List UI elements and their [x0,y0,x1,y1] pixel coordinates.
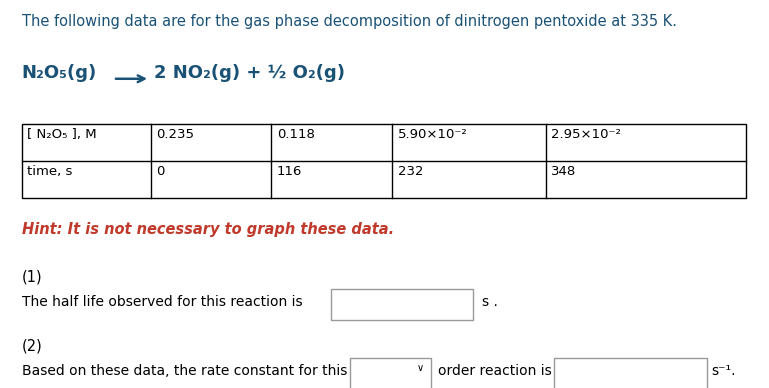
Bar [554,358,707,388]
Bar [331,289,473,320]
Text: s⁻¹.: s⁻¹. [711,364,736,378]
Text: order reaction is: order reaction is [438,364,552,378]
Text: N₂O₅(g): N₂O₅(g) [22,64,97,82]
Text: 2.95×10⁻²: 2.95×10⁻² [551,128,621,141]
Text: Based on these data, the rate constant for this: Based on these data, the rate constant f… [22,364,347,378]
Text: 116: 116 [277,165,302,178]
Text: s .: s . [482,295,498,309]
Text: 348: 348 [551,165,577,178]
Text: ∨: ∨ [417,363,424,373]
Text: 0: 0 [156,165,165,178]
Text: 2 NO₂(g) + ½ O₂(g): 2 NO₂(g) + ½ O₂(g) [154,64,345,82]
Text: [ N₂O₅ ], M: [ N₂O₅ ], M [27,128,97,141]
Text: Hint: It is not necessary to graph these data.: Hint: It is not necessary to graph these… [22,222,394,237]
Text: 0.235: 0.235 [156,128,194,141]
Text: The following data are for the gas phase decomposition of dinitrogen pentoxide a: The following data are for the gas phase… [22,14,677,29]
Text: The half life observed for this reaction is: The half life observed for this reaction… [22,295,302,309]
Text: (1): (1) [22,270,42,285]
Text: 232: 232 [398,165,423,178]
Text: 0.118: 0.118 [277,128,315,141]
Bar [350,358,431,388]
Text: time, s: time, s [27,165,72,178]
Text: (2): (2) [22,338,42,353]
Text: 5.90×10⁻²: 5.90×10⁻² [398,128,468,141]
